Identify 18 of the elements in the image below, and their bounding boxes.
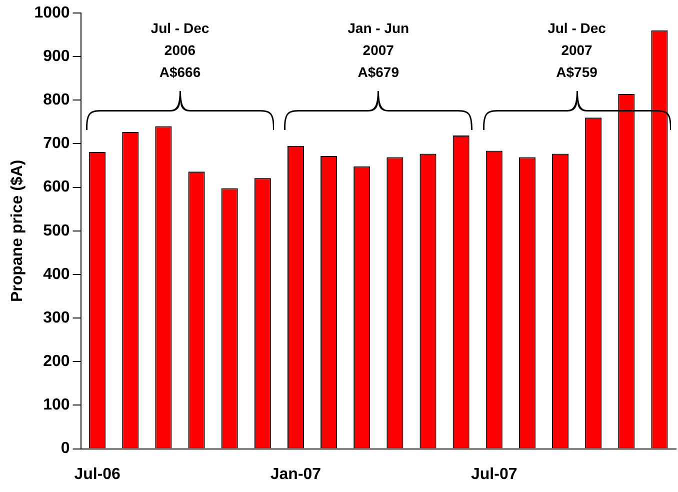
y-axis-title: Propane price ($A): [9, 160, 26, 302]
y-tick-label: 700: [43, 135, 70, 152]
y-tick-label: 400: [43, 266, 70, 283]
y-tick-label: 600: [43, 178, 70, 196]
annotation: Jul - Dec 2006 A$666: [150, 19, 210, 82]
y-tick-label: 300: [43, 309, 70, 326]
y-tick-label: 100: [43, 396, 70, 414]
y-tick-label: 800: [43, 92, 70, 109]
annotation: Jan - Jun 2007 A$679: [346, 19, 410, 82]
x-tick-label: Jan-07: [270, 466, 322, 483]
x-tick-label: Jul-06: [74, 466, 121, 483]
y-tick-label: 0: [60, 440, 70, 458]
y-tick-label: 200: [43, 353, 70, 370]
x-tick-label: Jul-07: [471, 466, 518, 483]
y-tick-label: 1000: [34, 4, 70, 22]
y-tick-label: 500: [43, 222, 70, 240]
y-tick-label: 900: [43, 48, 70, 65]
annotation: Jul - Dec 2007 A$759: [546, 19, 607, 82]
